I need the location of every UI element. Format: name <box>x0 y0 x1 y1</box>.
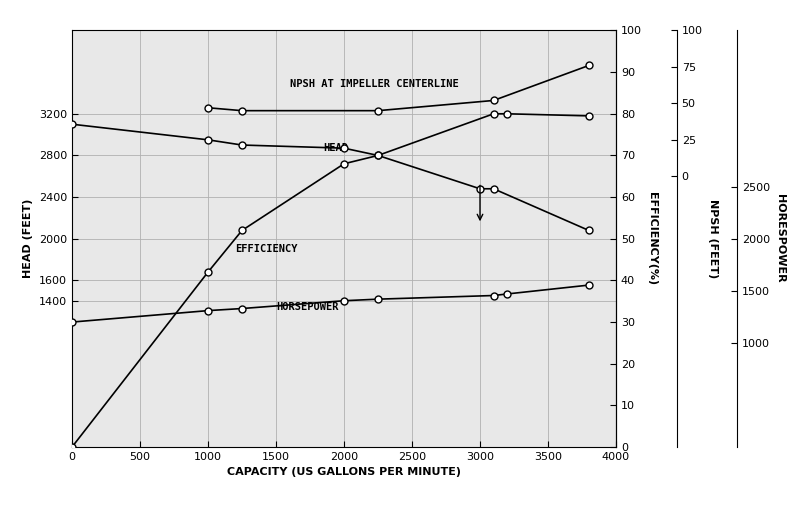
Text: NPSH AT IMPELLER CENTERLINE: NPSH AT IMPELLER CENTERLINE <box>290 79 458 88</box>
Text: HORSEPOWER: HORSEPOWER <box>276 302 338 312</box>
Text: EFFICIENCY: EFFICIENCY <box>235 244 298 254</box>
Y-axis label: EFFICIENCY(%): EFFICIENCY(%) <box>647 192 658 285</box>
Y-axis label: HORESPOWER: HORESPOWER <box>775 195 786 283</box>
X-axis label: CAPACITY (US GALLONS PER MINUTE): CAPACITY (US GALLONS PER MINUTE) <box>227 467 461 478</box>
Y-axis label: NPSH (FEET): NPSH (FEET) <box>708 199 718 278</box>
Y-axis label: HEAD (FEET): HEAD (FEET) <box>23 199 34 278</box>
Text: HEAD: HEAD <box>323 143 349 153</box>
